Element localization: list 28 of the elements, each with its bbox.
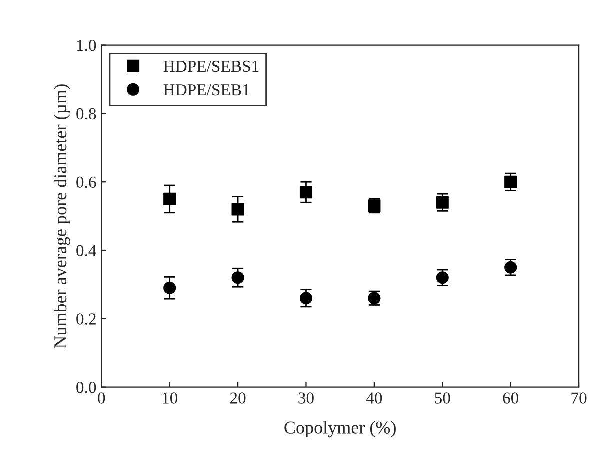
- point: [232, 203, 244, 216]
- x-tick-label: 30: [298, 392, 314, 404]
- x-tick-label: 60: [503, 392, 519, 404]
- x-tick-label: 40: [366, 392, 382, 404]
- point: [504, 176, 518, 188]
- legend-label: HDPE/SEBS1: [164, 60, 259, 72]
- y-tick-label: 1.0: [77, 40, 96, 52]
- point: [436, 272, 449, 284]
- y-tick-label: 0.2: [76, 314, 96, 325]
- point: [300, 186, 313, 199]
- point: [164, 282, 176, 294]
- y-tick-label: 0.8: [76, 108, 96, 120]
- point: [436, 196, 449, 209]
- point: [504, 261, 518, 274]
- y-tick-label: 0.0: [76, 382, 96, 394]
- y-tick-label: 0.6: [76, 176, 96, 188]
- x-tick-label: 20: [230, 392, 246, 404]
- point: [164, 192, 176, 206]
- legend-label: HDPE/SEB1: [164, 84, 250, 96]
- x-tick-label: 50: [435, 392, 450, 404]
- x-tick-label: 0: [98, 392, 106, 404]
- x-tick-label: 10: [162, 392, 178, 404]
- y-axis-title: Number average pore diameter (µm): [54, 84, 70, 348]
- point: [232, 272, 244, 284]
- x-tick-label: 70: [572, 392, 587, 404]
- y-tick-label: 0.4: [76, 245, 97, 257]
- point: [300, 292, 313, 305]
- x-axis-title: Copolymer (%): [284, 421, 396, 438]
